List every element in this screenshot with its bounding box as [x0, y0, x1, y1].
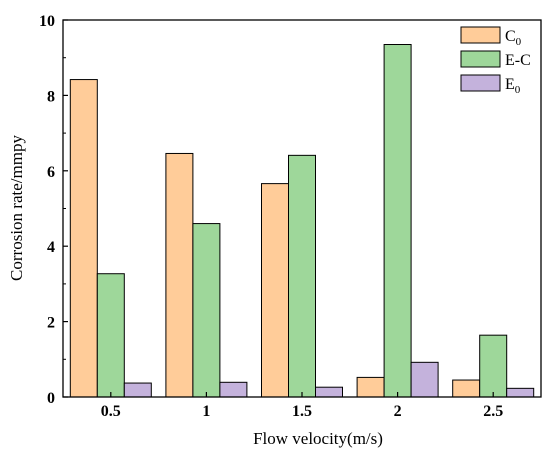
- legend: C0 E-C E0: [460, 26, 531, 96]
- bar-e0-1: [219, 381, 248, 398]
- y-tick-label: 4: [47, 239, 55, 256]
- bar-e-c-0-5: [96, 273, 125, 398]
- bar-c0-2-5: [452, 379, 481, 398]
- bar-e0-0-5: [123, 382, 152, 398]
- x-tick-label: 1.5: [292, 403, 312, 420]
- bar-c0-0-5: [69, 79, 98, 398]
- ticks-layer: 0 2 4 6 8 10 0.5 1 1.5 2 2.5: [39, 13, 503, 420]
- x-tick-label: 2: [394, 403, 402, 420]
- y-tick-label: 2: [47, 315, 55, 332]
- x-axis-label: Flow velocity(m/s): [253, 429, 383, 448]
- legend-entry: E-C: [505, 52, 531, 69]
- bar-c0-1-5: [261, 183, 289, 398]
- y-axis-label: Corrosion rate/mmpy: [7, 135, 26, 281]
- y-tick-label: 8: [47, 88, 55, 105]
- legend-swatch: [460, 26, 501, 44]
- bars-layer: [69, 44, 535, 398]
- bar-c0-1: [165, 152, 194, 398]
- legend-entry: C0: [505, 28, 522, 48]
- bar-e0-2: [410, 361, 439, 398]
- y-tick-label: 0: [47, 390, 55, 407]
- bar-e0-1-5: [315, 386, 343, 398]
- legend-entry: E0: [505, 76, 521, 96]
- y-tick-label: 6: [47, 164, 55, 181]
- x-tick-label: 0.5: [101, 403, 121, 420]
- bar-e-c-1-5: [288, 154, 316, 398]
- x-tick-label: 1: [202, 403, 210, 420]
- x-tick-label: 2.5: [483, 403, 503, 420]
- bar-e0-2-5: [506, 387, 535, 398]
- bar-e-c-1: [192, 223, 221, 398]
- bar-e-c-2: [383, 44, 412, 398]
- legend-swatch: [460, 74, 501, 92]
- legend-swatch: [460, 50, 501, 68]
- y-tick-label: 10: [39, 13, 55, 30]
- bar-c0-2: [356, 376, 385, 398]
- bar-e-c-2-5: [479, 334, 508, 398]
